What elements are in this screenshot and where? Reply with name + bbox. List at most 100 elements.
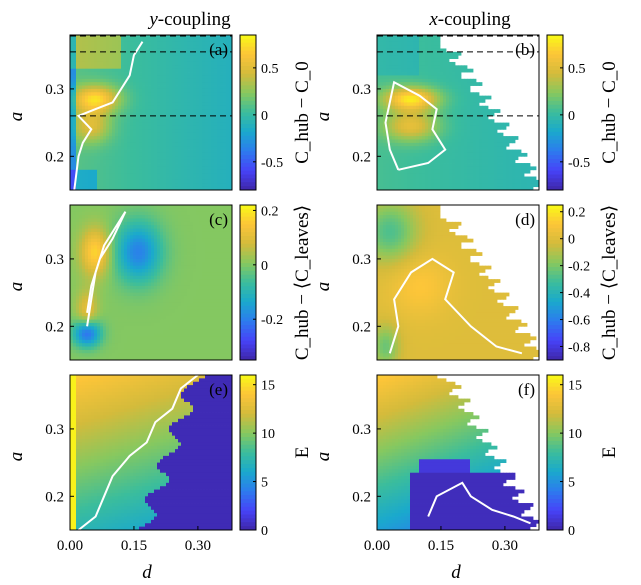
- heatmap-cell: [377, 85, 381, 90]
- heatmap-cell: [220, 51, 224, 56]
- heatmap-cell: [389, 112, 393, 117]
- heatmap-cell: [151, 92, 155, 97]
- heatmap-cell: [431, 186, 435, 190]
- heatmap-cell: [455, 99, 459, 103]
- heatmap-cell: [82, 258, 86, 263]
- heatmap-cell: [461, 142, 465, 147]
- heatmap-cell: [73, 242, 77, 246]
- heatmap-cell: [118, 82, 122, 86]
- heatmap-cell: [109, 186, 113, 190]
- heatmap-cell: [91, 312, 95, 317]
- heatmap-cell: [124, 72, 128, 76]
- heatmap-cell: [94, 309, 98, 314]
- heatmap-cell: [208, 48, 212, 53]
- heatmap-cell: [407, 82, 411, 86]
- heatmap-cell: [151, 132, 155, 137]
- heatmap-cell: [455, 109, 459, 113]
- heatmap-cell: [485, 186, 489, 190]
- heatmap-cell: [124, 115, 128, 120]
- heatmap-cell: [392, 88, 396, 93]
- heatmap-cell: [145, 109, 149, 113]
- heatmap-cell: [434, 72, 438, 76]
- heatmap-cell: [440, 82, 444, 86]
- colorbar-segment: [547, 112, 563, 117]
- heatmap-cell: [512, 163, 516, 167]
- heatmap-cell: [76, 322, 80, 327]
- heatmap-cell: [202, 149, 206, 154]
- heatmap-cell: [229, 95, 232, 100]
- heatmap-cell: [142, 179, 146, 184]
- heatmap-cell: [443, 122, 447, 127]
- heatmap-cell: [193, 146, 197, 150]
- heatmap-cell: [154, 48, 158, 53]
- heatmap-cell: [103, 245, 107, 250]
- heatmap-cell: [118, 156, 122, 161]
- heatmap-cell: [106, 231, 110, 236]
- heatmap-cell: [434, 68, 438, 73]
- heatmap-cell: [76, 55, 80, 59]
- heatmap-cell: [175, 65, 179, 70]
- heatmap-cell: [425, 85, 429, 90]
- heatmap-cell: [419, 166, 423, 171]
- heatmap-cell: [211, 45, 215, 49]
- heatmap-cell: [413, 146, 417, 150]
- heatmap-cell: [142, 125, 146, 130]
- heatmap-cell: [94, 306, 98, 310]
- heatmap-cell: [76, 45, 80, 49]
- heatmap-cell: [464, 99, 468, 103]
- heatmap-cell: [196, 48, 200, 53]
- heatmap-cell: [497, 173, 501, 177]
- heatmap-cell: [494, 156, 498, 161]
- heatmap-cell: [226, 142, 230, 147]
- heatmap-cell: [193, 68, 197, 73]
- heatmap-cell: [190, 136, 194, 140]
- heatmap-cell: [196, 186, 200, 190]
- heatmap-cell: [142, 61, 146, 66]
- heatmap-cell: [124, 88, 128, 93]
- heatmap-cell: [172, 125, 176, 130]
- heatmap-cell: [112, 186, 116, 190]
- heatmap-cell: [196, 176, 200, 181]
- heatmap-cell: [154, 166, 158, 171]
- heatmap-cell: [100, 279, 104, 283]
- heatmap-cell: [446, 112, 450, 117]
- heatmap-cell: [434, 61, 438, 66]
- heatmap-cell: [136, 142, 140, 147]
- heatmap-cell: [151, 95, 155, 100]
- heatmap-cell: [160, 149, 164, 154]
- heatmap-cell: [452, 156, 456, 161]
- heatmap-cell: [527, 163, 531, 167]
- heatmap-cell: [169, 156, 173, 161]
- heatmap-cell: [166, 72, 170, 76]
- heatmap-cell: [464, 169, 468, 174]
- heatmap-cell: [73, 95, 77, 100]
- heatmap-cell: [530, 183, 534, 188]
- heatmap-cell: [106, 218, 110, 223]
- heatmap-cell: [226, 88, 230, 93]
- heatmap-cell: [148, 139, 152, 144]
- heatmap-cell: [401, 139, 405, 144]
- heatmap-cell: [94, 218, 98, 223]
- heatmap-cell: [94, 156, 98, 161]
- heatmap-cell: [470, 149, 474, 154]
- heatmap-cell: [443, 179, 447, 184]
- heatmap-cell: [118, 115, 122, 120]
- heatmap-cell: [178, 82, 182, 86]
- heatmap-cell: [425, 78, 429, 83]
- colorbar-segment: [240, 89, 256, 94]
- colorbar-segment: [547, 131, 563, 137]
- heatmap-cell: [518, 176, 522, 181]
- heatmap-cell: [145, 38, 149, 43]
- heatmap-cell: [160, 45, 164, 49]
- heatmap-cell: [473, 142, 477, 147]
- heatmap-cell: [136, 58, 140, 63]
- heatmap-cell: [115, 173, 119, 177]
- heatmap-cell: [416, 132, 420, 137]
- heatmap-cell: [91, 48, 95, 53]
- heatmap-cell: [458, 92, 462, 97]
- heatmap-cell: [85, 333, 89, 337]
- heatmap-cell: [494, 173, 498, 177]
- heatmap-cell: [443, 105, 447, 110]
- heatmap-cell: [145, 41, 149, 46]
- heatmap-cell: [440, 112, 444, 117]
